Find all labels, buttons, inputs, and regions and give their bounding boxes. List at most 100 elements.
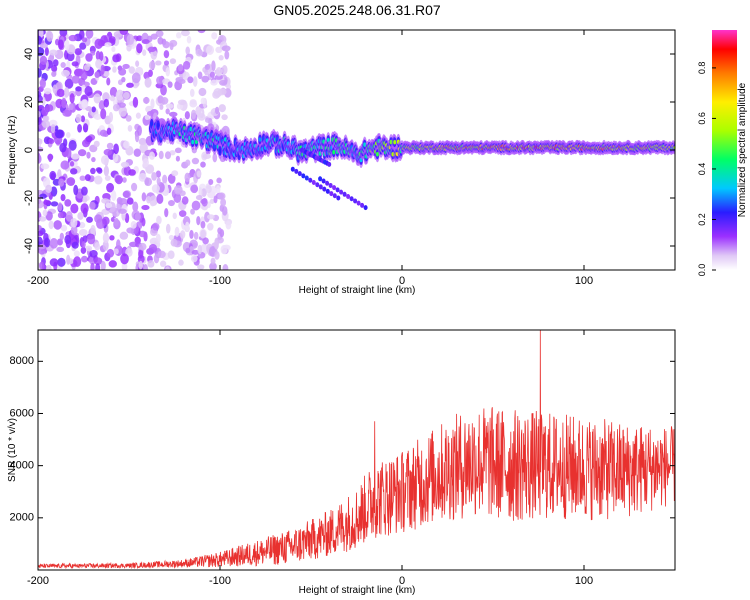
noise-blob [211, 32, 218, 40]
noise-blob [64, 86, 70, 98]
noise-blob [178, 259, 184, 266]
noise-blob [70, 225, 78, 235]
noise-blob [108, 260, 117, 268]
noise-blob [144, 114, 150, 120]
noise-blob [197, 71, 203, 80]
noise-blob [82, 196, 88, 203]
colorbar-tick-label: 0.8 [697, 62, 707, 75]
noise-blob [38, 146, 44, 152]
noise-blob [131, 182, 138, 192]
noise-blob [103, 165, 110, 177]
noise-blob [191, 157, 200, 165]
noise-blob [218, 104, 226, 113]
noise-blob [44, 47, 49, 56]
noise-blob [75, 86, 83, 92]
noise-blob [82, 123, 89, 133]
noise-blob [103, 148, 113, 156]
noise-blob [99, 129, 108, 137]
noise-blob [206, 214, 215, 220]
noise-blob [81, 37, 88, 43]
noise-blob [121, 262, 128, 270]
noise-blob [147, 260, 155, 268]
noise-blob [90, 262, 95, 270]
noise-blob [162, 41, 170, 49]
noise-blob [167, 81, 173, 88]
noise-blob [175, 155, 180, 162]
y-tick-label: 20 [23, 96, 35, 108]
noise-blob [178, 78, 186, 85]
noise-blob [103, 71, 110, 77]
noise-blob [134, 212, 141, 221]
ridge-core [332, 150, 336, 155]
streak-blob [339, 189, 344, 195]
noise-blob [95, 50, 101, 61]
spectrogram-image [38, 30, 675, 270]
noise-blob [118, 105, 128, 117]
noise-blob [112, 66, 117, 73]
noise-blob [155, 82, 164, 89]
noise-blob [174, 226, 180, 237]
noise-blob [49, 170, 57, 180]
noise-blob [167, 199, 175, 207]
noise-blob [42, 115, 50, 122]
noise-blob [137, 125, 142, 136]
noise-blob [71, 241, 79, 249]
noise-blob [73, 184, 79, 196]
noise-blob [48, 220, 54, 230]
noise-blob [167, 250, 175, 260]
noise-blob [100, 64, 105, 76]
noise-blob [71, 61, 79, 67]
noise-blob [79, 175, 86, 181]
noise-blob [185, 247, 191, 254]
noise-blob [133, 148, 142, 157]
noise-blob [152, 222, 160, 231]
noise-blob [126, 34, 135, 46]
noise-blob [213, 239, 219, 250]
noise-blob [185, 46, 190, 55]
noise-blob [215, 67, 223, 77]
colorbar-tick-label: 0.2 [697, 213, 707, 226]
streak-blob [290, 166, 295, 172]
noise-blob [196, 215, 201, 226]
noise-blob [57, 257, 66, 267]
noise-blob [38, 137, 42, 145]
ridge-core [218, 148, 222, 154]
x-tick-label: -100 [209, 275, 231, 287]
noise-blob [66, 177, 76, 186]
noise-blob [42, 209, 48, 217]
noise-blob [200, 229, 207, 239]
noise-blob [200, 161, 206, 168]
figure-title: GN05.2025.248.06.31.R07 [273, 2, 441, 18]
noise-blob [200, 97, 206, 105]
noise-blob [189, 229, 194, 239]
y-tick-label: -20 [23, 190, 35, 206]
noise-blob [200, 188, 207, 197]
streak-blob [325, 188, 330, 194]
noise-blob [142, 263, 149, 270]
noise-blob [156, 76, 164, 85]
noise-blob [190, 109, 197, 120]
noise-blob [205, 185, 212, 194]
noise-blob [144, 77, 152, 88]
noise-blob [94, 38, 103, 50]
noise-blob [54, 129, 64, 139]
noise-blob [94, 214, 103, 223]
noise-blob [128, 66, 136, 74]
spectrogram-y-ticks: -40 -20 0 20 40 [23, 48, 675, 254]
noise-blob [210, 257, 216, 265]
noise-blob [185, 221, 190, 231]
noise-blob [80, 115, 86, 123]
noise-blob [48, 138, 55, 145]
noise-blob [221, 125, 230, 136]
noise-blob [165, 103, 174, 109]
noise-blob [191, 249, 200, 255]
noise-blob [86, 151, 91, 159]
noise-blob [71, 75, 81, 84]
noise-blob [38, 30, 44, 38]
noise-blob [62, 109, 72, 117]
noise-blob [59, 30, 68, 37]
streak-blob [311, 179, 316, 185]
noise-blob [197, 113, 206, 121]
noise-blob [195, 106, 202, 116]
